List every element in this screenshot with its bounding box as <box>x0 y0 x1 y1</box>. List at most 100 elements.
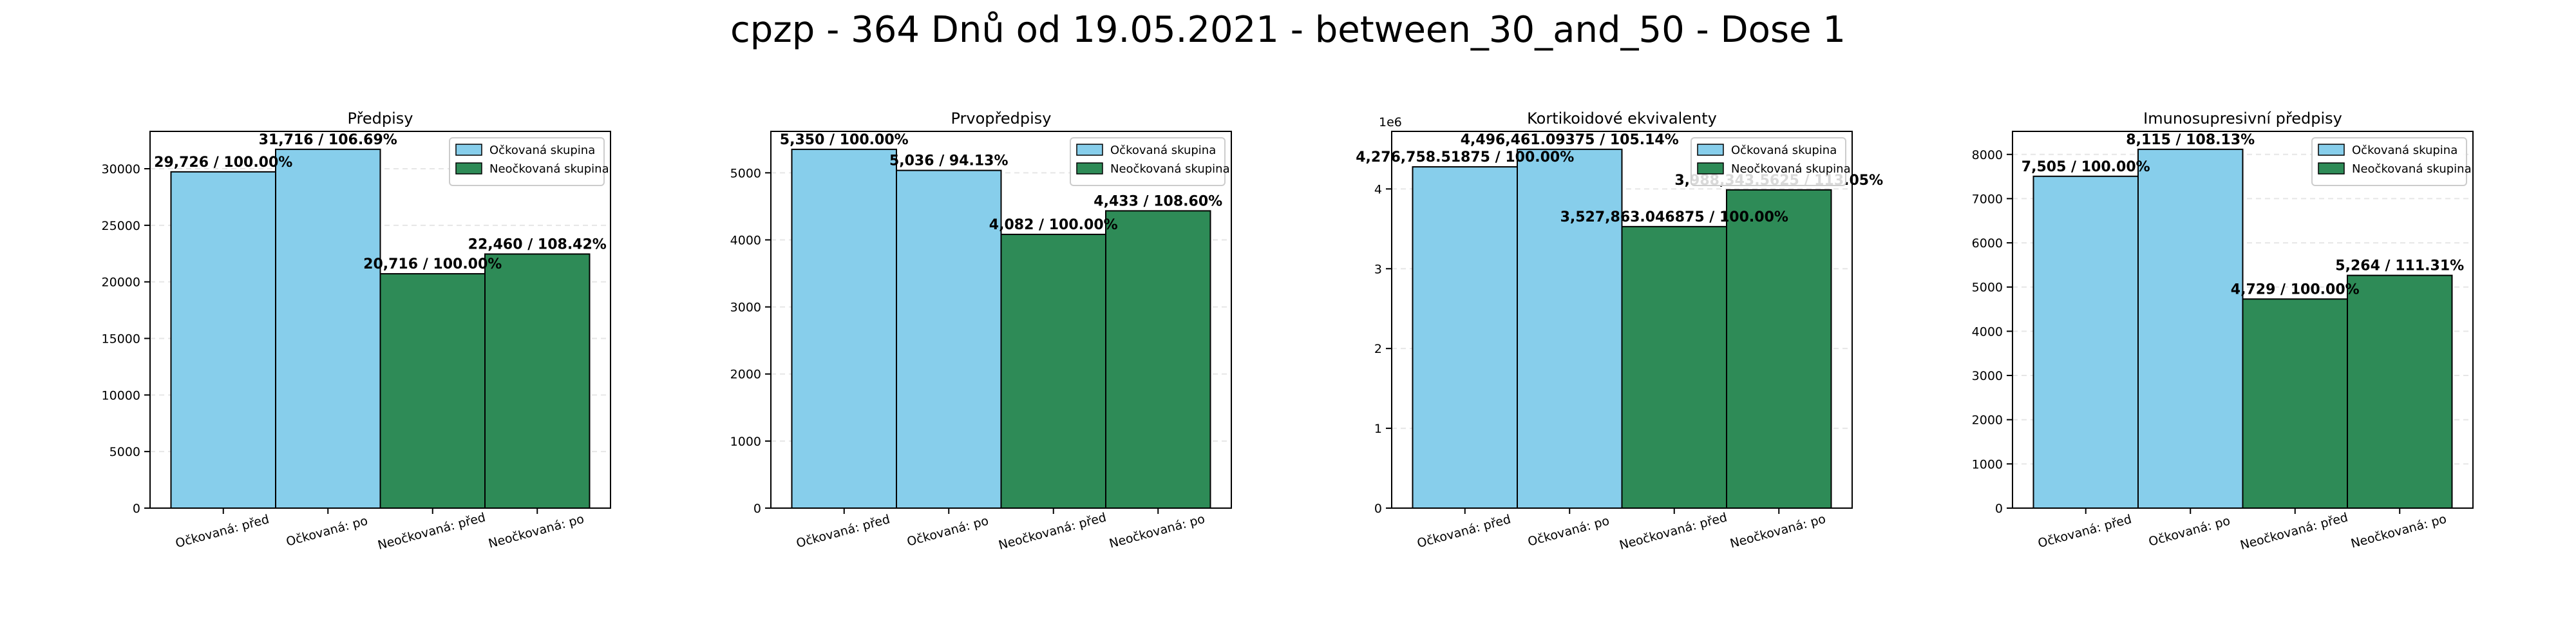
bar <box>484 253 591 509</box>
legend-box <box>1690 137 1846 186</box>
bar <box>2137 148 2244 509</box>
y-tick-label: 7000 <box>1972 192 2003 206</box>
bar-value-label: 3,527,863.046875 / 100.00% <box>1560 209 1788 225</box>
y-tick-label: 1000 <box>1972 457 2003 471</box>
bar-value-label: 4,082 / 100.00% <box>989 217 1118 233</box>
bar-value-label: 31,716 / 106.69% <box>259 132 397 148</box>
x-tick-label: Neočkovaná: před <box>2239 510 2349 553</box>
x-tick-label: Očkovaná: po <box>905 514 990 549</box>
y-tick-label: 8000 <box>1972 148 2003 162</box>
legend-swatch-vaccinated <box>455 144 482 156</box>
legend: Očkovaná skupina Neočkovaná skupina <box>1070 137 1230 186</box>
x-tick-label: Očkovaná: po <box>285 514 369 549</box>
subplot-title: Předpisy <box>348 109 413 128</box>
legend-label: Neočkovaná skupina <box>489 162 609 176</box>
legend: Očkovaná skupina Neočkovaná skupina <box>449 137 609 186</box>
y-tick-label: 5000 <box>109 445 140 459</box>
bar-value-label: 5,264 / 111.31% <box>2335 258 2464 274</box>
bar-value-label: 4,433 / 108.60% <box>1094 193 1222 209</box>
legend-swatch-vaccinated <box>1076 144 1103 156</box>
legend-label: Očkovaná skupina <box>1731 144 1837 157</box>
bar <box>379 273 486 509</box>
axes-frame <box>1391 131 1853 509</box>
legend-swatch-unvaccinated <box>1697 162 1724 175</box>
legend-label: Očkovaná skupina <box>489 144 595 157</box>
y-tick-label: 25000 <box>102 219 140 233</box>
axes-frame <box>770 131 1232 509</box>
bar <box>1517 148 1623 509</box>
x-tick-label: Neočkovaná: před <box>376 510 487 553</box>
axes-frame <box>149 131 611 509</box>
y-tick-label: 0 <box>753 502 761 516</box>
legend-box <box>2311 137 2467 186</box>
legend-label: Neočkovaná skupina <box>1110 162 1230 176</box>
x-tick-label: Očkovaná: po <box>2147 514 2231 549</box>
bar-value-label: 8,115 / 108.13% <box>2126 132 2255 148</box>
bar <box>1105 210 1211 509</box>
bar <box>1621 225 1727 509</box>
x-tick-label: Očkovaná: před <box>174 512 270 551</box>
y-tick-label: 3000 <box>730 301 761 315</box>
legend-swatch-vaccinated <box>1697 144 1724 156</box>
legend: Očkovaná skupina Neočkovaná skupina <box>2311 137 2472 186</box>
y-tick-label: 3000 <box>1972 369 2003 383</box>
x-tick-label: Neočkovaná: po <box>487 512 585 551</box>
y-tick-label: 4000 <box>1972 325 2003 339</box>
subplot-4: 7,505 / 100.00% 8,115 / 108.13% 4,729 / 10… <box>1972 109 2474 553</box>
bar <box>275 148 381 509</box>
legend-label: Očkovaná skupina <box>1110 144 1216 157</box>
bar <box>1412 166 1518 509</box>
x-tick-label: Neočkovaná: po <box>1728 512 1827 551</box>
bar <box>170 171 276 509</box>
subplot-2: 5,350 / 100.00% 5,036 / 94.13% 4,082 / 100… <box>730 109 1232 553</box>
y-tick-label: 0 <box>1995 502 2003 516</box>
x-tick-label: Neočkovaná: po <box>1108 512 1206 551</box>
y-tick-label: 2000 <box>730 368 761 382</box>
subplot-title: Prvopředpisy <box>951 109 1052 128</box>
y-tick-label: 1 <box>1374 422 1382 436</box>
legend-box <box>449 137 605 186</box>
legend-label: Neočkovaná skupina <box>1731 162 1851 176</box>
y-tick-label: 2000 <box>1972 413 2003 428</box>
x-tick-label: Neočkovaná: po <box>2349 512 2448 551</box>
bar <box>2032 175 2139 509</box>
x-tick-label: Očkovaná: po <box>1526 514 1611 549</box>
legend-swatch-vaccinated <box>2318 144 2345 156</box>
axes-frame <box>2012 131 2474 509</box>
bar <box>896 169 1002 509</box>
bar-value-label: 4,276,758.51875 / 100.00% <box>1356 149 1574 166</box>
y-tick-label: 0 <box>1374 502 1382 516</box>
bar <box>791 148 897 509</box>
y-tick-label: 0 <box>133 502 140 516</box>
legend-swatch-unvaccinated <box>455 162 482 175</box>
legend-label: Neočkovaná skupina <box>2352 162 2472 176</box>
x-tick-label: Očkovaná: před <box>2036 512 2133 551</box>
bar-value-label: 7,505 / 100.00% <box>2022 159 2150 175</box>
bar <box>1000 233 1106 509</box>
y-tick-label: 10000 <box>102 388 140 402</box>
y-tick-label: 1000 <box>730 435 761 449</box>
bar <box>2242 298 2348 509</box>
y-tick-label: 30000 <box>102 162 140 176</box>
subplot-3: 4,276,758.51875 / 100.00%4,496,461.09375… <box>1356 109 1883 553</box>
bar-value-label: 4,729 / 100.00% <box>2231 281 2360 298</box>
bar-value-label: 4,496,461.09375 / 105.14% <box>1461 132 1679 148</box>
legend-swatch-unvaccinated <box>1076 162 1103 175</box>
legend: Očkovaná skupina Neočkovaná skupina <box>1690 137 1851 186</box>
y-tick-label: 20000 <box>102 276 140 290</box>
bar-value-label: 20,716 / 100.00% <box>363 256 502 272</box>
bar-value-label: 22,460 / 108.42% <box>468 236 607 252</box>
x-tick-label: Očkovaná: před <box>795 512 891 551</box>
y-tick-label: 2 <box>1374 342 1382 356</box>
bar-value-label: 5,036 / 94.13% <box>889 153 1009 169</box>
legend-box <box>1070 137 1226 186</box>
subplot-1: 29,726 / 100.00% 31,716 / 106.69% 20,716 /… <box>102 109 611 553</box>
bar-value-label: 5,350 / 100.00% <box>780 132 909 148</box>
x-tick-label: Neočkovaná: před <box>1618 510 1728 553</box>
x-tick-label: Očkovaná: před <box>1416 512 1512 551</box>
y-tick-label: 4000 <box>730 233 761 247</box>
bar <box>1726 189 1832 509</box>
x-tick-label: Neočkovaná: před <box>997 510 1108 553</box>
bar-value-label: 29,726 / 100.00% <box>154 155 292 171</box>
y-tick-label: 5000 <box>730 166 761 180</box>
